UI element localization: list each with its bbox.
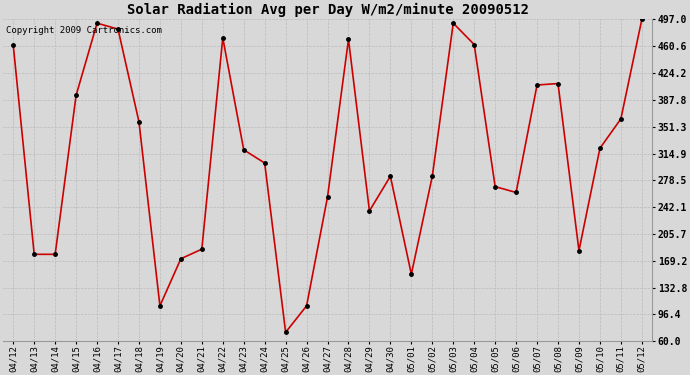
Text: Copyright 2009 Cartronics.com: Copyright 2009 Cartronics.com: [6, 26, 162, 35]
Title: Solar Radiation Avg per Day W/m2/minute 20090512: Solar Radiation Avg per Day W/m2/minute …: [126, 3, 529, 17]
